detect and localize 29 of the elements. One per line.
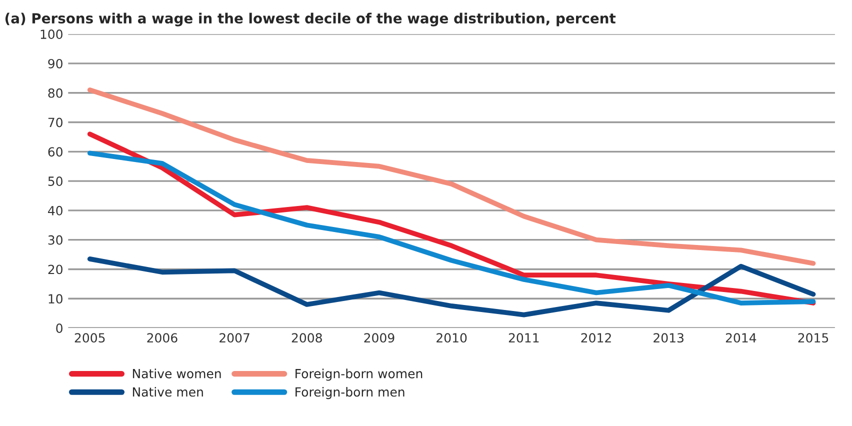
x-tick-label: 2005 (74, 333, 105, 343)
x-tick-label: 2012 (581, 333, 611, 343)
line-series (87, 88, 816, 266)
y-tick-label: 10 (48, 294, 62, 304)
y-tick-label: 90 (48, 58, 62, 68)
y-tick-label: 60 (48, 147, 62, 157)
x-tick-label: 2007 (220, 333, 250, 343)
chart-title: (a) Persons with a wage in the lowest decile of the wage distribution, percent (5, 12, 616, 26)
x-tick-label: 2011 (508, 333, 539, 343)
y-tick-label: 70 (48, 118, 62, 128)
y-tick-label: 100 (40, 30, 62, 40)
x-tick-label: 2015 (798, 333, 828, 343)
y-tick-label: 80 (48, 88, 62, 98)
legend-label: Foreign-born men (296, 387, 404, 400)
legend-label: Native men (132, 387, 203, 397)
x-tick-label: 2013 (654, 333, 684, 343)
x-tick-label: 2006 (147, 333, 178, 343)
y-tick-label: 0 (56, 323, 62, 333)
line-series (87, 256, 816, 318)
x-tick-label: 2010 (436, 333, 467, 343)
y-tick-label: 40 (48, 206, 62, 216)
y-tick-label: 30 (48, 235, 62, 245)
x-tick-label: 2009 (364, 333, 394, 343)
legend-label: Native women (132, 368, 221, 378)
y-tick-label: 50 (48, 176, 62, 186)
y-tick-label: 20 (48, 264, 62, 274)
x-tick-label: 2008 (292, 333, 322, 343)
legend-label: Foreign-born women (296, 368, 422, 381)
x-tick-label: 2014 (726, 333, 756, 343)
